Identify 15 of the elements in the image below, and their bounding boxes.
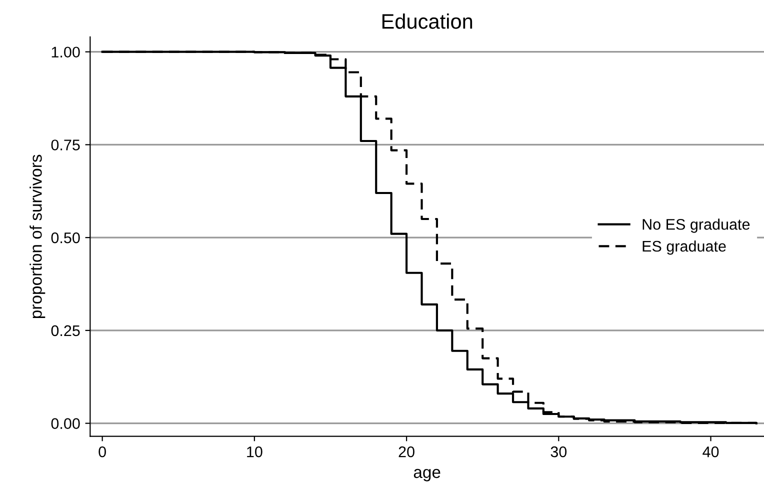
- y-tick-label: 0.25: [51, 325, 80, 336]
- x-tick-label: 10: [247, 446, 262, 458]
- chart-title: Education: [382, 14, 472, 29]
- x-axis-title: age: [414, 468, 440, 482]
- x-tick-label: 0: [98, 446, 106, 458]
- x-tick-label: 30: [550, 446, 567, 458]
- y-tick-label: 0.00: [51, 418, 80, 429]
- x-tick-label: 40: [702, 446, 719, 458]
- y-tick-label: 1.00: [52, 46, 80, 58]
- y-axis-title: proportion of survivors: [30, 154, 46, 318]
- legend-label: ES graduate: [642, 240, 726, 255]
- y-tick-label: 0.75: [51, 140, 80, 150]
- y-tick-label: 0.50: [51, 232, 80, 244]
- legend-label: No ES graduate: [642, 218, 750, 233]
- x-tick-label: 20: [398, 446, 414, 458]
